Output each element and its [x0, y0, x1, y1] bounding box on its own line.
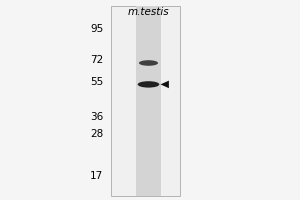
Bar: [136, 6, 161, 196]
Text: 17: 17: [90, 171, 104, 181]
Text: 55: 55: [90, 77, 104, 87]
Text: 28: 28: [90, 129, 104, 139]
Text: 95: 95: [90, 24, 104, 34]
Polygon shape: [160, 81, 169, 88]
Ellipse shape: [138, 81, 159, 88]
Text: m.testis: m.testis: [128, 7, 169, 17]
Text: 36: 36: [90, 112, 104, 122]
Text: 72: 72: [90, 55, 104, 65]
Bar: [111, 6, 180, 196]
Ellipse shape: [139, 60, 158, 66]
